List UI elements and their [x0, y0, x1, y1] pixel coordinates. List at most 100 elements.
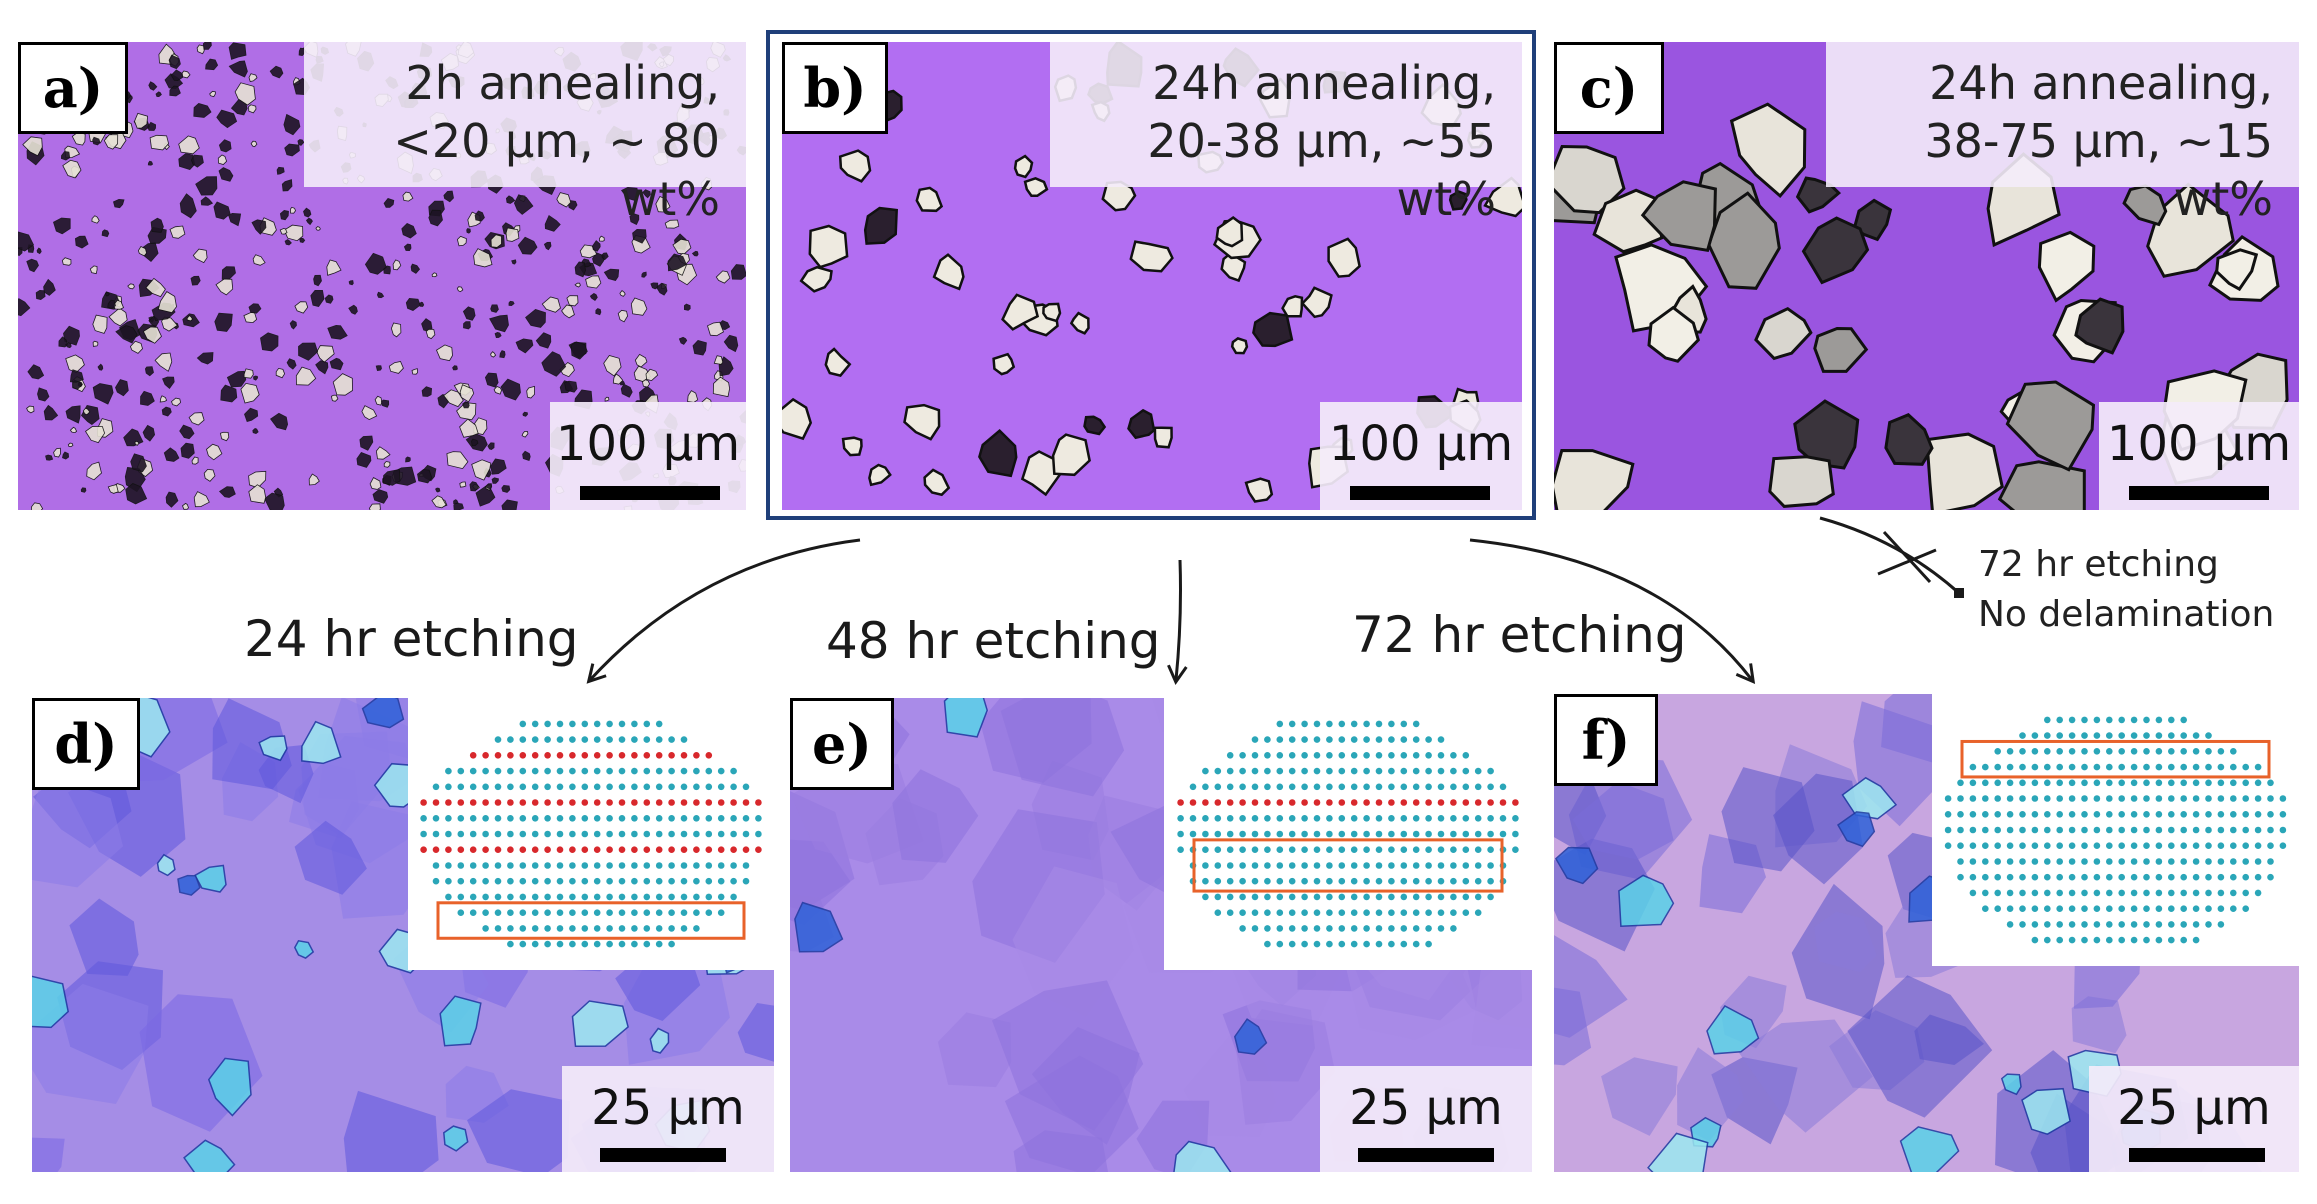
- lattice-atom: [1994, 858, 2001, 865]
- lattice-atom: [2180, 842, 2187, 849]
- lattice-atom: [1202, 862, 1209, 869]
- lattice-atom: [507, 909, 514, 916]
- lattice-atom: [2242, 763, 2249, 771]
- grain: [147, 121, 157, 131]
- lattice-atom: [618, 925, 626, 932]
- lattice-atom: [1338, 815, 1346, 822]
- lattice-atom: [2230, 842, 2237, 849]
- grain: [715, 270, 731, 284]
- grain: [612, 373, 624, 385]
- lattice-atom: [1400, 909, 1408, 916]
- lattice-atom: [593, 877, 601, 885]
- lattice-atom: [556, 925, 564, 932]
- lattice-atom: [1412, 767, 1420, 775]
- grain: [206, 443, 223, 461]
- grain: [130, 453, 147, 473]
- highlight-box: [436, 901, 746, 940]
- lattice-atom: [668, 925, 675, 932]
- lattice-atom: [1350, 783, 1358, 791]
- etch-48hr-label: 48 hr etching: [826, 612, 1161, 670]
- grain: [1448, 190, 1468, 211]
- grain: [459, 418, 479, 438]
- lattice-atom: [1214, 909, 1222, 916]
- lattice-atom: [469, 815, 477, 822]
- grain: [248, 303, 262, 314]
- grain: [217, 154, 228, 165]
- lattice-atom: [1264, 846, 1271, 853]
- lattice-atom: [1474, 830, 1482, 838]
- grain: [1601, 1057, 1678, 1136]
- lattice-atom: [507, 925, 514, 932]
- lattice-atom: [1957, 826, 1964, 834]
- lattice-atom: [2130, 748, 2138, 755]
- lattice-atom-red: [482, 799, 489, 806]
- panel-d-lattice-inset: [408, 698, 774, 970]
- lattice-atom: [1425, 925, 1432, 932]
- grain: [903, 403, 941, 441]
- panel-a-caption: 2h annealing, <20 µm, ~ 80 wt%: [304, 42, 746, 226]
- grain: [453, 502, 464, 510]
- grain: [604, 396, 610, 402]
- lattice-atom-red: [1264, 799, 1271, 806]
- lattice-atom: [2118, 795, 2125, 802]
- grain: [453, 499, 459, 505]
- lattice-atom: [655, 877, 663, 885]
- lattice-atom: [1450, 815, 1457, 822]
- lattice-atom: [2205, 889, 2212, 897]
- lattice-atom-red: [606, 752, 613, 759]
- grain: [178, 135, 200, 155]
- grain: [142, 326, 162, 344]
- lattice-atom: [2192, 936, 2200, 944]
- grain: [435, 344, 453, 362]
- lattice-atom-red: [1412, 799, 1420, 806]
- grain: [26, 258, 39, 273]
- lattice-atom: [1350, 862, 1358, 869]
- lattice-atom: [2068, 732, 2076, 739]
- grain: [356, 452, 372, 468]
- grain: [258, 735, 288, 762]
- lattice-atom: [2019, 763, 2026, 771]
- lattice-atom: [1969, 763, 1977, 771]
- lattice-atom: [2031, 921, 2039, 928]
- lattice-atom: [1264, 909, 1271, 916]
- grain: [196, 44, 205, 55]
- lattice-atom: [494, 830, 502, 838]
- lattice-atom: [693, 815, 700, 822]
- lattice-atom-red: [1450, 799, 1457, 806]
- grain: [1706, 1005, 1760, 1055]
- lattice-atom-red: [742, 799, 750, 806]
- lattice-atom: [1994, 811, 2001, 818]
- lattice-atom: [1425, 940, 1432, 948]
- grain: [501, 484, 511, 493]
- lattice-atom-red: [507, 799, 514, 806]
- grain: [641, 271, 647, 278]
- grain: [505, 227, 520, 242]
- lattice-atom: [2267, 858, 2274, 865]
- lattice-atom: [742, 877, 750, 885]
- lattice-atom-red: [730, 846, 737, 853]
- lattice-atom: [1400, 815, 1408, 822]
- grain: [303, 207, 312, 218]
- lattice-atom: [1301, 940, 1308, 948]
- lattice-atom: [2180, 716, 2187, 724]
- lattice-atom: [1450, 909, 1457, 916]
- grain: [92, 383, 114, 405]
- grain: [1754, 306, 1813, 361]
- lattice-atom: [519, 940, 527, 948]
- grain: [1554, 846, 1599, 885]
- lattice-atom-red: [631, 799, 638, 806]
- lattice-atom: [1969, 779, 1977, 787]
- grain: [923, 468, 951, 497]
- grain: [1554, 935, 1628, 1038]
- grain: [171, 397, 182, 407]
- lattice-atom: [2006, 811, 2014, 818]
- panel-e-letter: e): [790, 698, 894, 790]
- lattice-atom: [1412, 783, 1420, 791]
- lattice-atom: [1425, 830, 1432, 838]
- lattice-atom: [569, 767, 576, 775]
- grain: [525, 308, 546, 328]
- lattice-atom: [2242, 889, 2249, 897]
- lattice-atom-red: [1326, 799, 1333, 806]
- lattice-atom: [2056, 905, 2063, 912]
- grain: [456, 402, 477, 421]
